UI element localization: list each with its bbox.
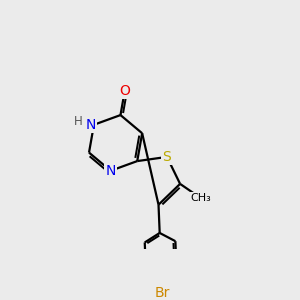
Text: H: H (74, 115, 83, 128)
Text: Br: Br (154, 286, 170, 300)
Text: N: N (106, 164, 116, 178)
Text: S: S (163, 150, 171, 164)
Text: O: O (119, 84, 130, 98)
Text: N: N (86, 118, 96, 132)
Text: CH₃: CH₃ (190, 193, 211, 203)
